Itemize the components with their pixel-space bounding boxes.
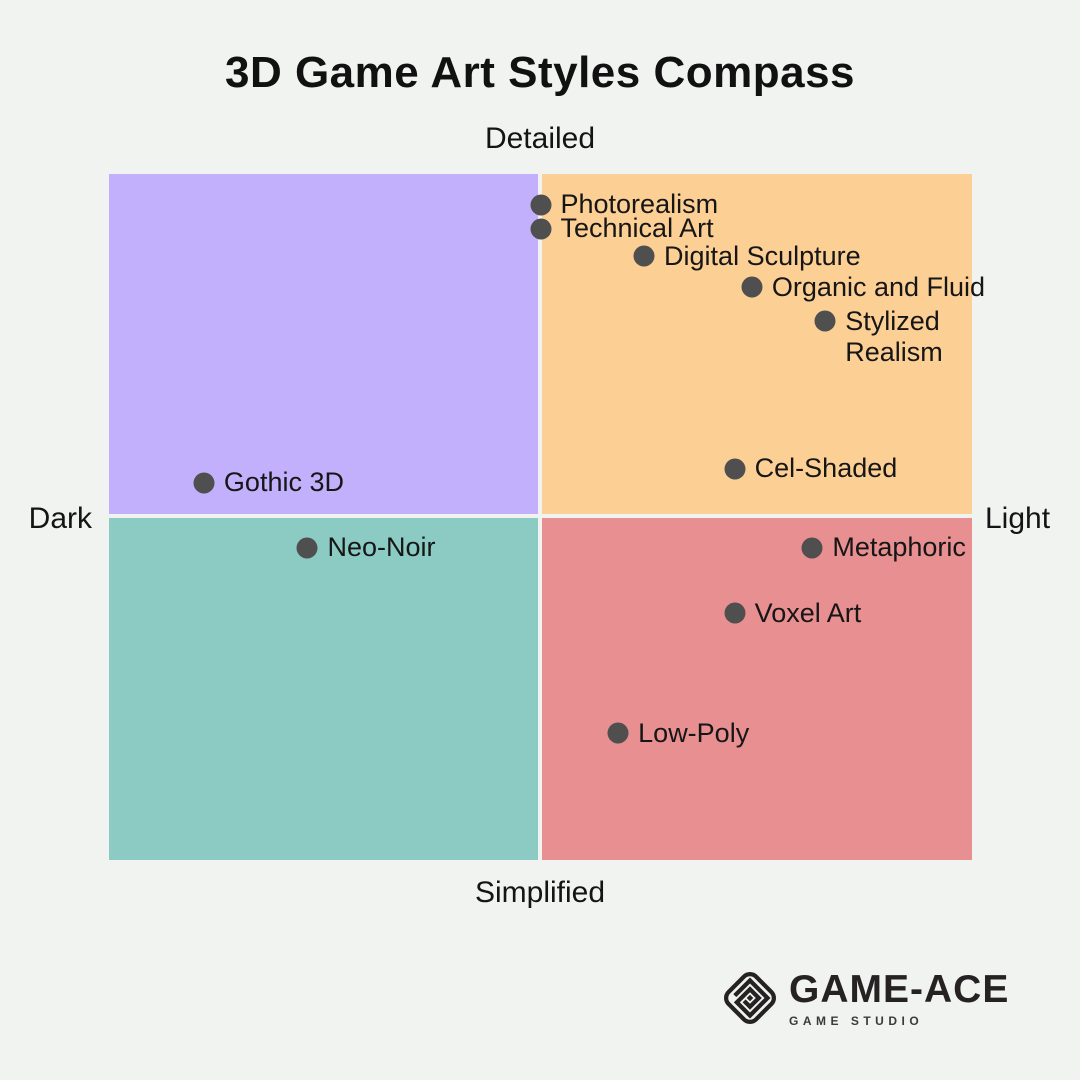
quadrant-chart (109, 174, 972, 860)
point-label-stylized-realism: Stylized Realism (845, 305, 943, 367)
brand-text-block: GAME-ACE GAME STUDIO (789, 970, 1009, 1027)
axis-label-detailed: Detailed (484, 122, 596, 155)
point-label-photorealism: Photorealism (560, 189, 719, 220)
point-dot-neo-noir (296, 537, 318, 559)
point-label-gothic-3d: Gothic 3D (223, 467, 344, 498)
point-dot-stylized-realism (814, 310, 836, 332)
point-label-digital-sculpture: Digital Sculpture (664, 240, 861, 271)
axis-label-simplified: Simplified (474, 876, 606, 909)
brand-logo: GAME-ACE GAME STUDIO (719, 966, 1009, 1030)
point-dot-organic-and-fluid (741, 276, 763, 298)
point-dot-voxel-art (724, 602, 746, 624)
point-label-cel-shaded: Cel-Shaded (754, 453, 898, 484)
quadrant-bottom-left (109, 518, 538, 860)
point-dot-technical-art (530, 218, 551, 240)
quadrant-top-right (542, 174, 972, 514)
game-ace-diamond-icon (723, 971, 777, 1025)
quadrant-bottom-right (542, 518, 972, 860)
axis-label-light: Light (985, 502, 1051, 535)
brand-subtitle: GAME STUDIO (789, 1013, 924, 1028)
point-label-low-poly: Low-Poly (638, 717, 750, 748)
point-label-voxel-art: Voxel Art (754, 597, 862, 628)
axis-label-dark: Dark (28, 502, 92, 535)
point-dot-gothic-3d (193, 472, 215, 494)
point-dot-low-poly (607, 722, 629, 744)
point-dot-digital-sculpture (633, 245, 655, 267)
point-label-neo-noir: Neo-Noir (327, 532, 436, 563)
point-label-metaphoric: Metaphoric (832, 532, 966, 563)
brand-name: GAME-ACE (789, 967, 1010, 1011)
quadrant-top-left (109, 174, 538, 514)
page-title: 3D Game Art Styles Compass (224, 48, 856, 97)
point-dot-metaphoric (801, 537, 823, 559)
point-label-technical-art: Technical Art (560, 213, 714, 244)
point-dot-cel-shaded (724, 458, 746, 480)
point-dot-photorealism (530, 194, 551, 216)
point-label-organic-and-fluid: Organic and Fluid (771, 271, 986, 302)
